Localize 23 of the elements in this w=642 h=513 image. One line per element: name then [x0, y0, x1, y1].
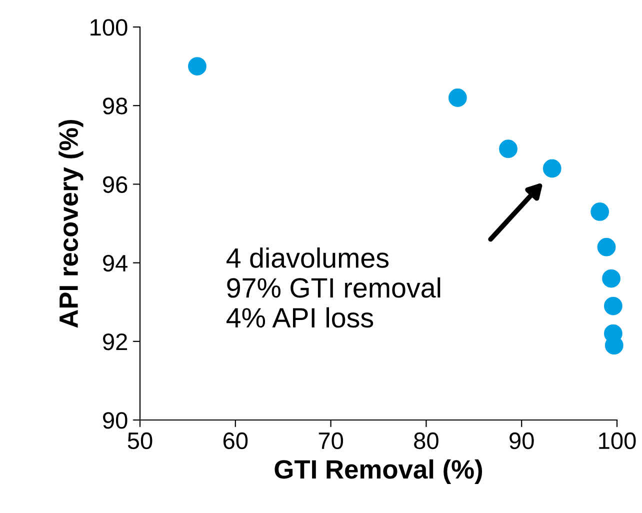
- x-tick-label: 100: [599, 432, 636, 450]
- point: [542, 159, 562, 178]
- point: [499, 140, 518, 158]
- x-tick-label: 60: [223, 432, 248, 450]
- x-tick-label: 70: [318, 432, 344, 450]
- y-tick-label: 92: [103, 333, 128, 350]
- x-axis-title: GTI Removal (%): [274, 459, 482, 484]
- y-tick-label: 98: [103, 98, 128, 114]
- y-axis-title: API recovery (%): [58, 120, 84, 328]
- point: [448, 88, 467, 107]
- y-tick-label: 90: [103, 412, 128, 429]
- x-tick-label: 50: [128, 432, 152, 450]
- point: [597, 238, 616, 256]
- x-tick-label: 80: [414, 432, 438, 450]
- point: [602, 269, 620, 288]
- y-tick-label: 100: [90, 19, 128, 36]
- annotation: 4 diavolumes 97% GTI removal 4% API loss: [226, 247, 440, 328]
- point: [590, 202, 610, 221]
- y-tick-label: 94: [103, 254, 128, 272]
- x-tick-label: 90: [510, 432, 534, 450]
- point: [604, 296, 622, 316]
- y-tick-label: 96: [103, 176, 128, 193]
- point: [188, 57, 206, 76]
